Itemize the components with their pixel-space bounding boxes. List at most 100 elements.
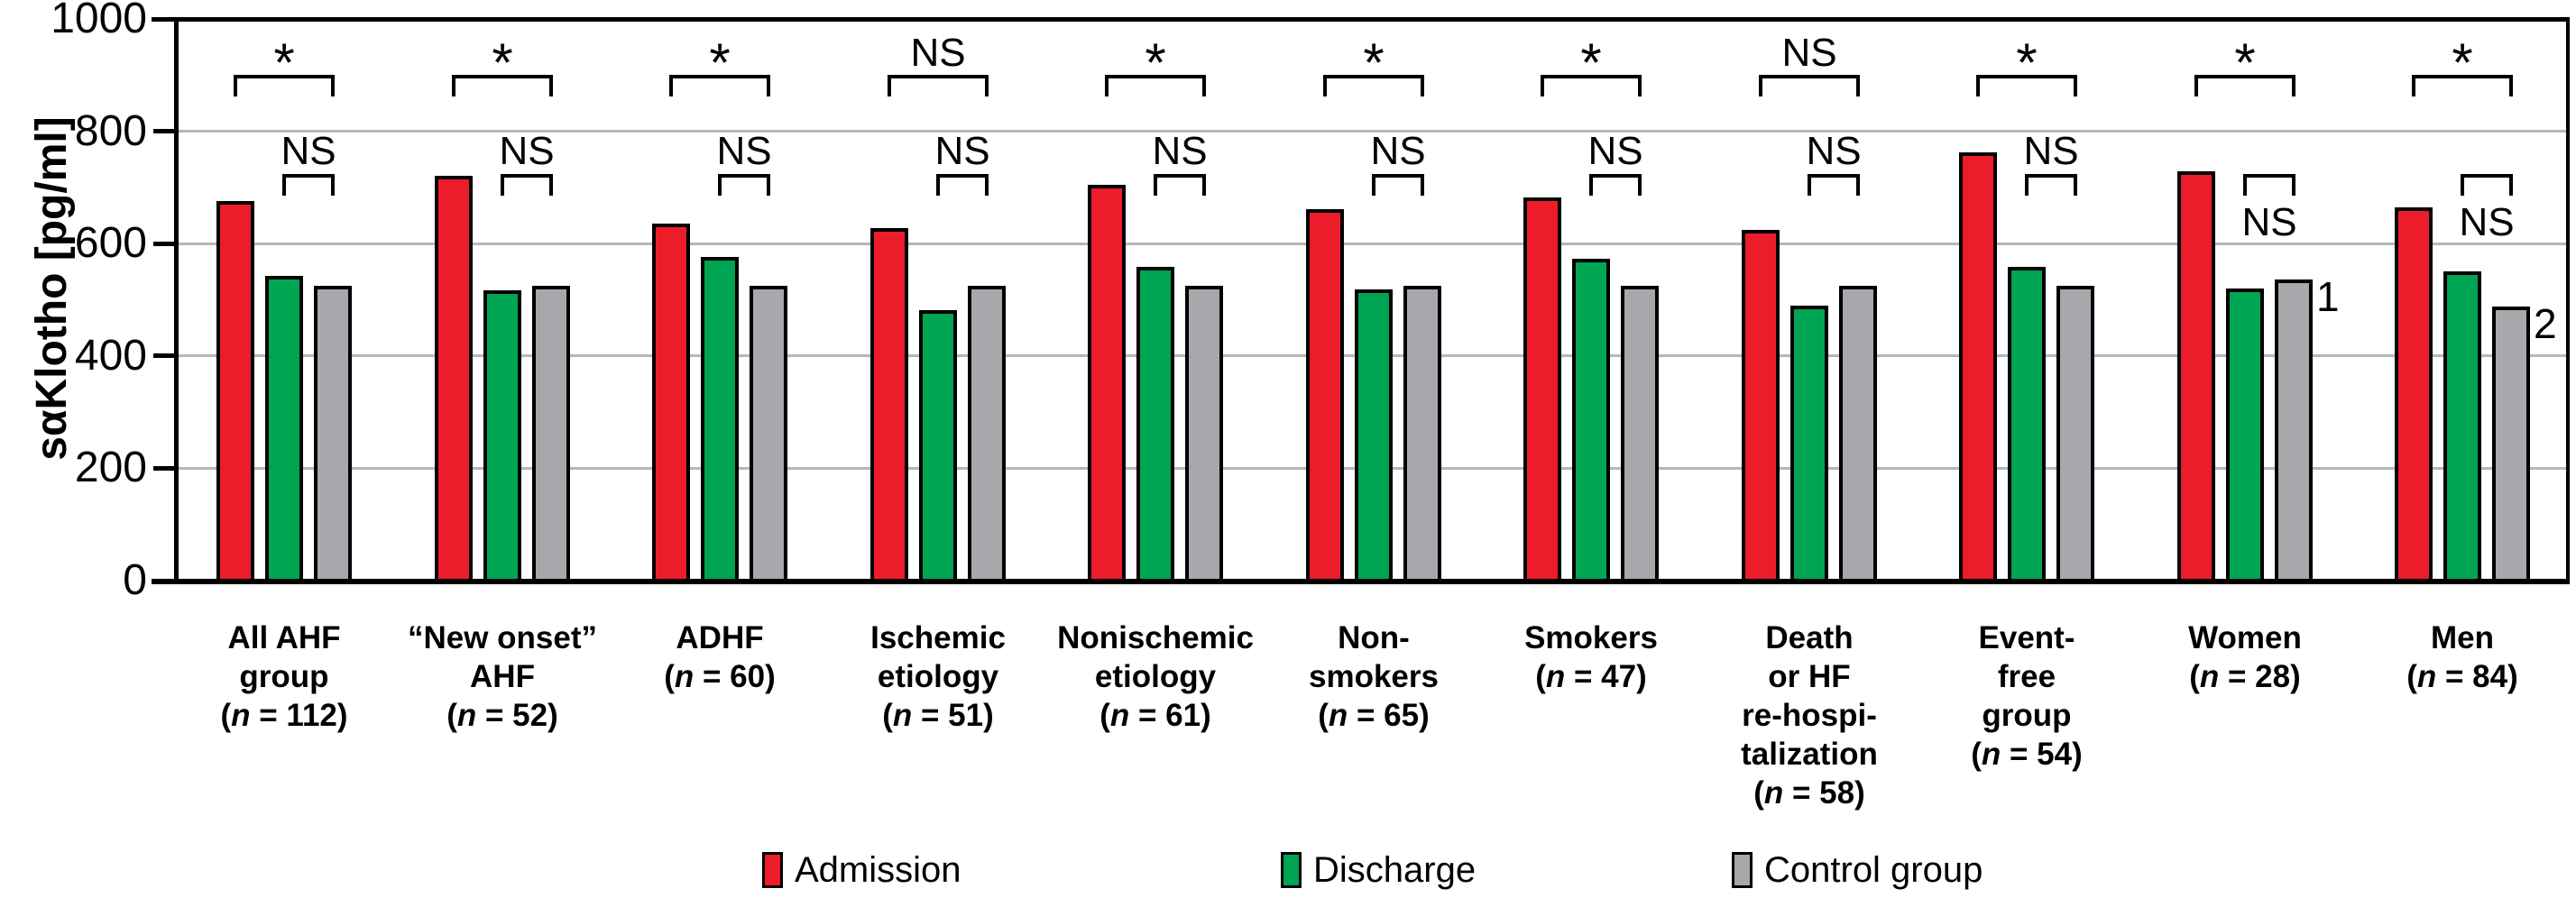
significance-label-pair: NS [716,129,772,173]
legend-swatch-control [1732,852,1753,888]
footnote-marker: 2 [2534,300,2557,347]
significance-label-top: * [2452,32,2473,93]
legend-swatch-admission [762,852,783,888]
category-label: Nonischemic etiology (n = 61) [1057,620,1254,733]
significance-bracket-discharge-vs-control [1372,174,1424,196]
bar-discharge [1790,306,1828,584]
bar-control [2275,279,2313,584]
significance-bracket-discharge-vs-control [1808,174,1860,196]
gridline-600 [179,242,2566,245]
legend-label: Discharge [1313,850,1477,890]
bar-admission [1742,230,1780,584]
bar-discharge [1572,259,1610,584]
bar-admission [1088,185,1126,584]
bar-admission [2177,171,2215,584]
plot-border-top [152,17,2570,22]
category-label: ADHF (n = 60) [664,620,776,694]
bar-discharge [1136,267,1174,584]
significance-bracket-admission-vs-control [2412,75,2513,96]
significance-bracket-admission-vs-control [2194,75,2295,96]
y-tick-label-0: 0 [123,556,147,604]
category-label: Smokers (n = 47) [1524,620,1658,694]
significance-bracket-discharge-vs-control [936,174,989,196]
bar-discharge [701,257,739,584]
bar-admission [1959,152,1997,584]
category-label: Event-free group (n = 54) [1971,620,2083,772]
bar-admission [870,228,908,584]
bar-discharge [919,310,957,584]
y-tick-600 [153,241,174,246]
bar-control [1403,286,1441,584]
significance-bracket-discharge-vs-control [2025,174,2077,196]
significance-label-pair: NS [1152,129,1208,173]
legend-swatch-discharge [1281,852,1302,888]
significance-label-top: * [1145,32,1166,93]
significance-bracket-admission-vs-control [1323,75,1424,96]
legend-item: Control group [1732,852,1983,888]
bar-discharge [2008,267,2046,584]
bar-control [532,286,570,584]
y-tick-label-1000: 1000 [51,0,147,42]
y-tick-0 [153,578,174,583]
y-tick-400 [153,353,174,359]
significance-label-top: * [1363,32,1385,93]
bar-control [1185,286,1223,584]
significance-label-pair: NS [2023,129,2079,173]
significance-bracket-discharge-vs-control [2243,174,2295,196]
significance-label-pair: NS [499,129,555,173]
significance-label-pair: NS [1587,129,1643,173]
footnote-marker: 1 [2316,273,2340,320]
significance-label-pair: NS [934,129,990,173]
y-tick-1000 [153,16,174,22]
y-tick-label-200: 200 [74,444,147,492]
legend-item: Discharge [1281,852,1476,888]
y-tick-800 [153,129,174,134]
significance-label-top: * [492,32,513,93]
significance-label-pair: NS [1370,129,1426,173]
significance-bracket-admission-vs-control [669,75,770,96]
significance-bracket-admission-vs-control [452,75,553,96]
significance-bracket-discharge-vs-control [1589,174,1642,196]
y-tick-label-400: 400 [74,331,147,380]
significance-label-pair: NS [2241,200,2297,244]
gridline-800 [179,130,2566,133]
bar-admission [2395,207,2433,584]
significance-label-top: * [2234,32,2256,93]
bar-admission [1523,197,1561,584]
legend-label: Control group [1764,850,1983,890]
bar-control [1839,286,1877,584]
category-label: Non-smokers (n = 65) [1309,620,1439,733]
bar-control [750,286,787,584]
category-label: “New onset” AHF (n = 52) [407,620,598,733]
significance-label-pair: NS [2459,200,2515,244]
bar-discharge [483,290,521,584]
bar-control [1621,286,1659,584]
plot-border-right [2566,17,2570,584]
bar-control [2056,286,2094,584]
significance-bracket-admission-vs-control [888,75,989,96]
bar-control [314,286,352,584]
significance-bracket-admission-vs-control [1759,75,1860,96]
legend-label: Admission [795,850,961,890]
category-label: Death or HF re-hospi-talization (n = 58) [1741,620,1878,811]
y-tick-label-600: 600 [74,219,147,268]
category-label: Men (n = 84) [2406,620,2518,694]
significance-bracket-admission-vs-control [1976,75,2077,96]
bar-control [2492,307,2530,584]
significance-bracket-admission-vs-control [234,75,335,96]
x-axis-line [152,579,2570,584]
bar-admission [652,224,690,584]
significance-bracket-discharge-vs-control [718,174,770,196]
significance-label-pair: NS [1806,129,1862,173]
significance-label-top: NS [910,31,966,75]
category-label: Women (n = 28) [2188,620,2302,694]
bar-admission [216,201,254,584]
significance-label-top: * [709,32,731,93]
bar-control [968,286,1006,584]
significance-label-top: NS [1781,31,1837,75]
significance-bracket-discharge-vs-control [1154,174,1206,196]
significance-bracket-discharge-vs-control [282,174,335,196]
significance-bracket-admission-vs-control [1105,75,1206,96]
significance-label-pair: NS [281,129,336,173]
y-axis-line [174,17,179,584]
